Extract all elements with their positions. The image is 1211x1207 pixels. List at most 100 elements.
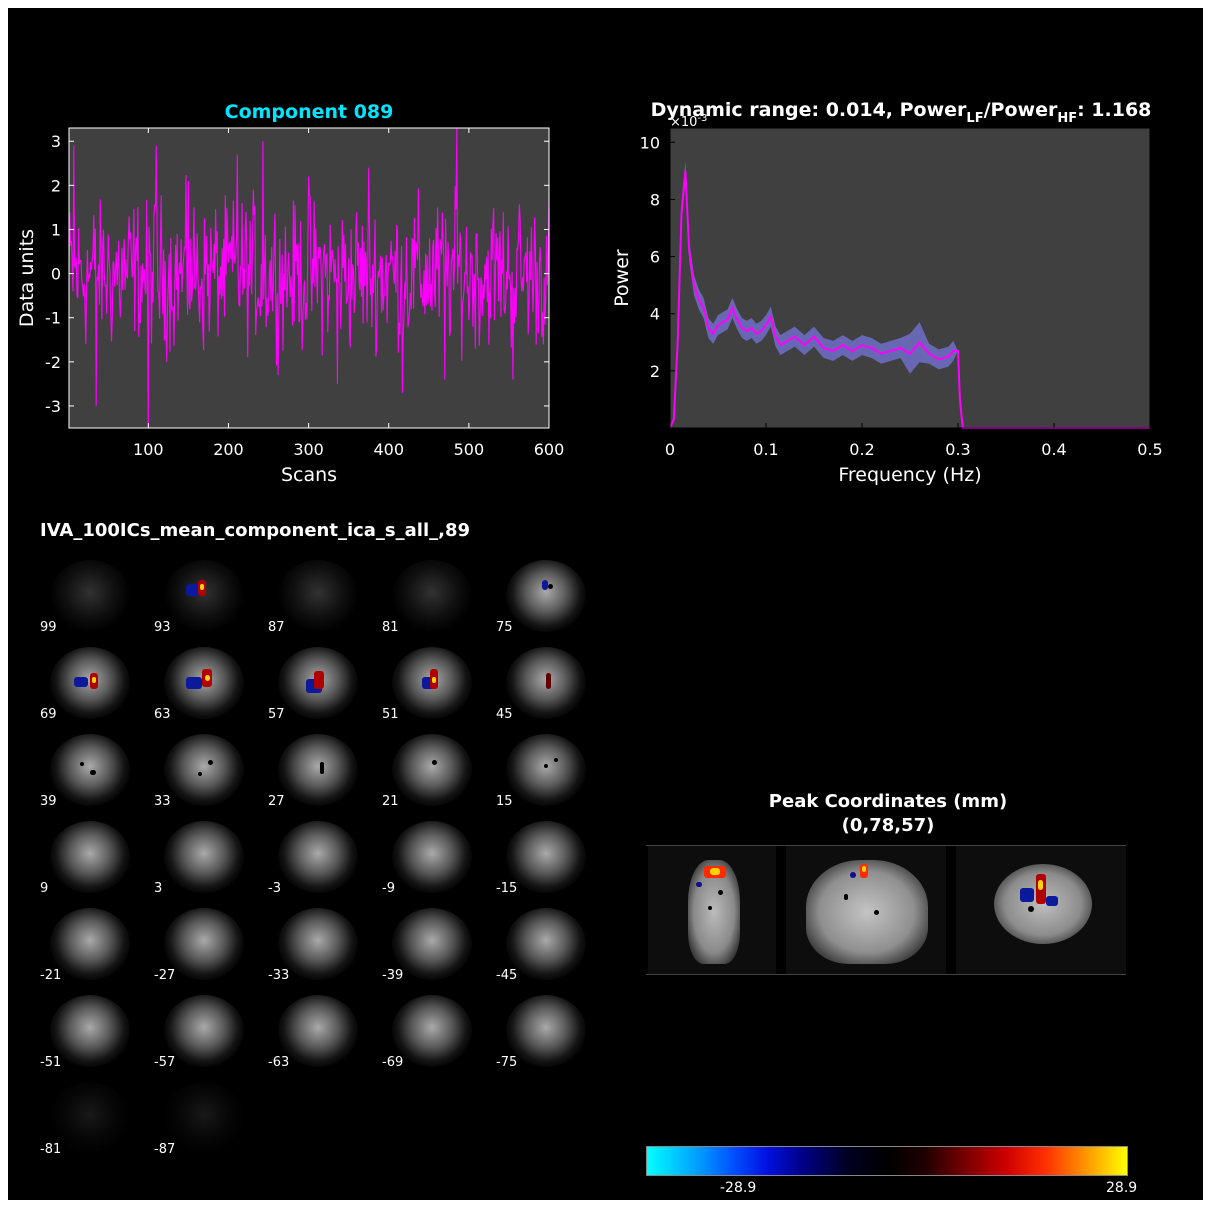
spectrum-title-main: Dynamic range: 0.014, Power bbox=[651, 99, 967, 121]
spectrum-ylabel: Power bbox=[611, 249, 633, 307]
activation-blob bbox=[186, 677, 202, 689]
montage-slice-label: 51 bbox=[382, 707, 399, 722]
montage-slice-label: -81 bbox=[40, 1142, 62, 1157]
activation-blob bbox=[548, 584, 553, 589]
spectrum-xlabel: Frequency (Hz) bbox=[838, 464, 981, 486]
montage-slice bbox=[50, 821, 130, 893]
montage-slice-label: 33 bbox=[154, 794, 171, 809]
colorbar-min-label: -28.9 bbox=[720, 1180, 757, 1196]
montage-slice bbox=[164, 821, 244, 893]
montage-slice-label: -21 bbox=[40, 968, 62, 983]
tc-ytick-label: 0 bbox=[51, 265, 61, 284]
montage-slice bbox=[164, 647, 244, 719]
montage-slice bbox=[392, 560, 472, 632]
activation-blob bbox=[554, 758, 558, 762]
tc-xtick-label: 400 bbox=[373, 440, 404, 459]
timecourse-xlabel: Scans bbox=[281, 464, 337, 486]
activation-blob bbox=[542, 580, 548, 590]
spectrum-title-sub1: LF bbox=[966, 111, 983, 126]
montage-slice-label: -51 bbox=[40, 1055, 62, 1070]
montage-slice-label: 21 bbox=[382, 794, 399, 809]
sp-ytick-label: 2 bbox=[650, 362, 660, 381]
montage-slice bbox=[50, 734, 130, 806]
montage-slice-label: -63 bbox=[268, 1055, 290, 1070]
montage-slice-label: 99 bbox=[40, 620, 57, 635]
sp-xtick-label: 0.2 bbox=[849, 440, 874, 459]
tc-xtick-label: 100 bbox=[133, 440, 164, 459]
montage-slice bbox=[164, 1082, 244, 1154]
tc-ytick-label: -1 bbox=[45, 309, 61, 328]
montage-slice-label: -3 bbox=[268, 881, 281, 896]
montage-slice bbox=[506, 821, 586, 893]
montage-title: IVA_100ICs_mean_component_ica_s_all_,89 bbox=[40, 520, 471, 541]
activation-blob bbox=[205, 675, 210, 681]
montage-slice bbox=[278, 995, 358, 1067]
montage-slice bbox=[392, 647, 472, 719]
montage-slice bbox=[278, 734, 358, 806]
spectrum-title-sub2: HF bbox=[1057, 111, 1077, 126]
montage-slice-label: 87 bbox=[268, 620, 285, 635]
tc-ytick-label: 3 bbox=[51, 132, 61, 151]
montage-slice-label: 93 bbox=[154, 620, 171, 635]
timecourse-axes-frame bbox=[68, 127, 550, 429]
montage-slice bbox=[506, 560, 586, 632]
montage-slice-label: -15 bbox=[496, 881, 518, 896]
tc-ytick-label: -2 bbox=[45, 353, 61, 372]
spectrum-exponent: ×10-3 bbox=[670, 113, 707, 130]
sp-ytick-label: 10 bbox=[640, 133, 660, 152]
montage-slice bbox=[392, 821, 472, 893]
tc-ytick-label: -3 bbox=[45, 397, 61, 416]
montage-slice-label: -45 bbox=[496, 968, 518, 983]
montage-slice-label: 69 bbox=[40, 707, 57, 722]
montage-slice bbox=[278, 821, 358, 893]
activation-blob bbox=[198, 772, 202, 776]
montage-slice bbox=[50, 647, 130, 719]
spectrum-axes-frame bbox=[669, 127, 1151, 429]
activation-blob bbox=[90, 770, 96, 775]
ortho-axial bbox=[956, 846, 1126, 974]
montage-slice-label: -87 bbox=[154, 1142, 176, 1157]
montage-slice-label: -75 bbox=[496, 1055, 518, 1070]
montage-slice bbox=[164, 908, 244, 980]
colorbar bbox=[646, 1146, 1128, 1176]
activation-blob bbox=[432, 760, 437, 765]
ortho-sagittal bbox=[648, 846, 776, 974]
montage-slice-label: 63 bbox=[154, 707, 171, 722]
peak-title: Peak Coordinates (mm) bbox=[768, 791, 1008, 812]
activation-blob bbox=[200, 584, 204, 590]
montage-slice-label: 45 bbox=[496, 707, 513, 722]
activation-blob bbox=[544, 764, 548, 768]
montage-slice-label: 9 bbox=[40, 881, 49, 896]
activation-blob bbox=[320, 762, 324, 774]
montage-slice bbox=[392, 908, 472, 980]
montage-slice bbox=[50, 995, 130, 1067]
sp-xtick-label: 0.4 bbox=[1041, 440, 1066, 459]
montage-slice-label: 3 bbox=[154, 881, 163, 896]
montage-slice-label: -27 bbox=[154, 968, 176, 983]
montage-slice bbox=[392, 734, 472, 806]
activation-blob bbox=[186, 584, 200, 596]
montage-slice bbox=[164, 560, 244, 632]
montage-slice-label: -57 bbox=[154, 1055, 176, 1070]
sp-xtick-label: 0.5 bbox=[1137, 440, 1162, 459]
montage-slice-label: 57 bbox=[268, 707, 285, 722]
spectrum-title: Dynamic range: 0.014, PowerLF/PowerHF: 1… bbox=[651, 99, 1152, 126]
montage-slice-label: 15 bbox=[496, 794, 513, 809]
montage-slice bbox=[506, 995, 586, 1067]
tc-xtick-label: 600 bbox=[534, 440, 565, 459]
sp-xtick-label: 0.1 bbox=[753, 440, 778, 459]
tc-xtick-label: 500 bbox=[454, 440, 485, 459]
spectrum-title-mid: /Power bbox=[984, 99, 1058, 121]
activation-blob bbox=[432, 677, 436, 683]
timecourse-line bbox=[68, 127, 550, 429]
montage-slice-label: -39 bbox=[382, 968, 404, 983]
activation-blob bbox=[314, 671, 324, 689]
ortho-bottom-rule bbox=[646, 974, 1126, 975]
activation-blob bbox=[208, 760, 213, 765]
montage-slice bbox=[506, 647, 586, 719]
ortho-coronal bbox=[786, 846, 946, 974]
montage-slice-label: 27 bbox=[268, 794, 285, 809]
montage-slice bbox=[506, 734, 586, 806]
montage-slice bbox=[50, 1082, 130, 1154]
spectrum-line bbox=[669, 170, 1150, 429]
